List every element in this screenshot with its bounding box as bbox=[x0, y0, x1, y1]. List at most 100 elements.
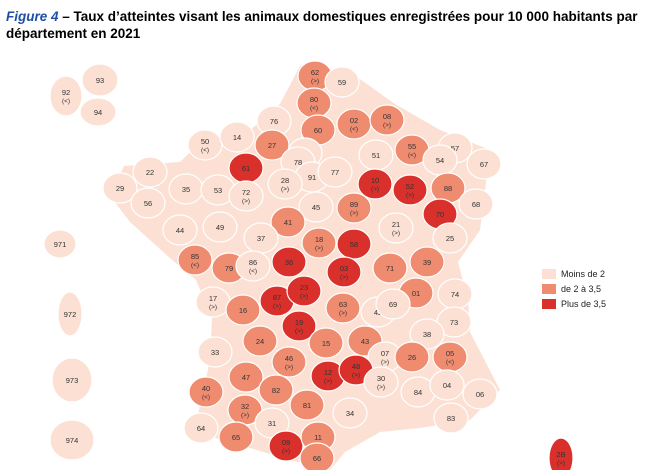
department-972 bbox=[57, 291, 83, 337]
department-trend-label: (<) bbox=[310, 105, 318, 112]
department-974 bbox=[49, 419, 95, 461]
department-code-label: 93 bbox=[96, 76, 104, 85]
department-code-label: 91 bbox=[308, 173, 316, 182]
department-code-label: 37 bbox=[257, 234, 265, 243]
department-code-label: 65 bbox=[232, 433, 240, 442]
department-code-label: 974 bbox=[66, 436, 79, 445]
department-code-label: 94 bbox=[94, 108, 102, 117]
department-trend-label: (>) bbox=[209, 304, 217, 311]
department-94 bbox=[79, 97, 117, 127]
department-code-label: 19 bbox=[295, 318, 303, 327]
department-code-label: 16 bbox=[239, 306, 247, 315]
department-code-label: 22 bbox=[146, 168, 154, 177]
department-code-label: 73 bbox=[450, 318, 458, 327]
department-code-label: 79 bbox=[225, 264, 233, 273]
department-code-label: 66 bbox=[313, 454, 321, 463]
department-code-label: 36 bbox=[285, 258, 293, 267]
legend-item-high: Plus de 3,5 bbox=[542, 296, 606, 311]
figure-title-text: – Taux d’atteintes visant les animaux do… bbox=[6, 9, 638, 41]
department-trend-label: (>) bbox=[371, 186, 379, 193]
department-68 bbox=[458, 188, 494, 220]
map-legend: Moins de 2 de 2 à 3,5 Plus de 3,5 bbox=[542, 266, 606, 311]
department-trend-label: (>) bbox=[377, 384, 385, 391]
legend-label-low: Moins de 2 bbox=[561, 268, 606, 279]
department-58 bbox=[336, 228, 372, 260]
department-code-label: 72 bbox=[242, 188, 250, 197]
legend-item-mid: de 2 à 3,5 bbox=[542, 281, 606, 296]
department-code-label: 30 bbox=[377, 374, 385, 383]
department-code-label: 24 bbox=[256, 337, 264, 346]
department-trend-label: (<) bbox=[202, 394, 210, 401]
department-code-label: 34 bbox=[346, 409, 354, 418]
department-code-label: 21 bbox=[392, 220, 400, 229]
department-16 bbox=[225, 294, 261, 326]
legend-label-high: Plus de 3,5 bbox=[561, 298, 607, 309]
department-64 bbox=[183, 412, 219, 444]
department-code-label: 14 bbox=[233, 133, 241, 142]
department-code-label: 26 bbox=[408, 353, 416, 362]
department-45 bbox=[298, 191, 334, 223]
department-code-label: 67 bbox=[480, 160, 488, 169]
legend-swatch-low bbox=[542, 268, 556, 279]
department-code-label: 60 bbox=[314, 126, 322, 135]
department-code-label: 51 bbox=[372, 151, 380, 160]
department-code-label: 71 bbox=[386, 264, 394, 273]
department-14 bbox=[219, 121, 255, 153]
department-41 bbox=[270, 206, 306, 238]
department-66 bbox=[299, 442, 335, 470]
department-06 bbox=[462, 378, 498, 410]
department-trend-label: (>) bbox=[295, 328, 303, 335]
department-code-label: 61 bbox=[242, 164, 250, 173]
department-code-label: 88 bbox=[444, 184, 452, 193]
department-code-label: 54 bbox=[436, 156, 444, 165]
department-code-label: 12 bbox=[324, 368, 332, 377]
department-85 bbox=[177, 244, 213, 276]
department-30 bbox=[363, 366, 399, 398]
department-trend-label: (>) bbox=[406, 192, 414, 199]
department-code-label: 01 bbox=[412, 289, 420, 298]
department-code-label: 06 bbox=[476, 390, 484, 399]
department-code-label: 86 bbox=[249, 258, 257, 267]
department-code-label: 49 bbox=[216, 223, 224, 232]
department-code-label: 39 bbox=[423, 258, 431, 267]
department-code-label: 08 bbox=[383, 112, 391, 121]
department-trend-label: (>) bbox=[383, 122, 391, 129]
department-code-label: 74 bbox=[451, 290, 459, 299]
department-trend-label: (>) bbox=[381, 359, 389, 366]
department-trend-label: (>) bbox=[311, 78, 319, 85]
department-code-label: 44 bbox=[176, 226, 184, 235]
department-26 bbox=[394, 341, 430, 373]
department-973 bbox=[51, 357, 93, 403]
department-code-label: 04 bbox=[443, 381, 451, 390]
figure-title: Figure 4 – Taux d’atteintes visant les a… bbox=[6, 8, 642, 42]
department-23 bbox=[286, 275, 322, 307]
department-code-label: 31 bbox=[268, 419, 276, 428]
department-trend-label: (>) bbox=[339, 310, 347, 317]
department-trend-label: (>) bbox=[242, 198, 250, 205]
department-code-label: 87 bbox=[273, 293, 281, 302]
department-65 bbox=[218, 421, 254, 453]
department-71 bbox=[372, 252, 408, 284]
department-code-label: 33 bbox=[211, 348, 219, 357]
department-code-label: 76 bbox=[270, 117, 278, 126]
department-33 bbox=[197, 336, 233, 368]
department-trend-label: (<) bbox=[191, 262, 199, 269]
legend-item-low: Moins de 2 bbox=[542, 266, 606, 281]
department-code-label: 23 bbox=[300, 283, 308, 292]
department-code-label: 18 bbox=[315, 235, 323, 244]
department-code-label: 02 bbox=[350, 116, 358, 125]
department-2b bbox=[548, 437, 574, 470]
department-trend-label: (>) bbox=[285, 364, 293, 371]
department-trend-label: (>) bbox=[281, 186, 289, 193]
department-28 bbox=[267, 168, 303, 200]
department-code-label: 57 bbox=[451, 144, 459, 153]
department-40 bbox=[188, 376, 224, 408]
department-67 bbox=[466, 148, 502, 180]
department-code-label: 11 bbox=[314, 433, 322, 442]
department-code-label: 28 bbox=[281, 176, 289, 185]
department-03 bbox=[326, 256, 362, 288]
department-trend-label: (>) bbox=[315, 245, 323, 252]
department-code-label: 40 bbox=[202, 384, 210, 393]
department-trend-label: (>) bbox=[241, 412, 249, 419]
department-code-label: 77 bbox=[331, 168, 339, 177]
